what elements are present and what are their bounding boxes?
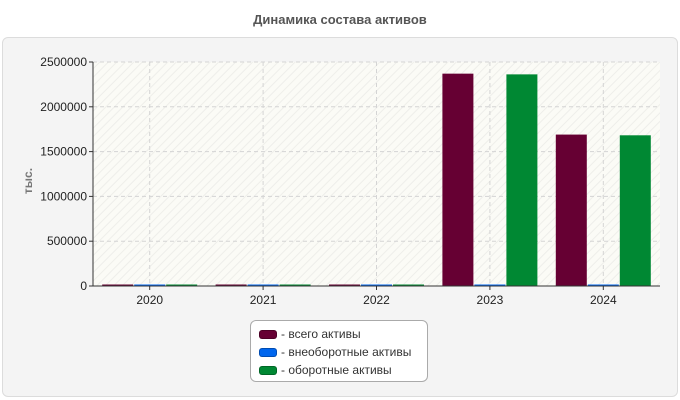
x-tick-label: 2022 <box>363 293 390 307</box>
y-tick-label: 0 <box>80 279 87 293</box>
bar <box>442 73 474 286</box>
y-axis-label: тыс. <box>21 167 35 195</box>
bar <box>102 284 134 286</box>
bar <box>393 284 424 286</box>
x-tick-label: 2024 <box>590 293 617 307</box>
legend-label: - внеоборотные активы <box>281 345 412 359</box>
bar <box>619 135 651 286</box>
legend-item: - оборотные активы <box>259 361 427 379</box>
bar <box>215 284 247 286</box>
bar <box>279 284 311 286</box>
legend-item: - всего активы <box>259 325 427 343</box>
axes: 0 500000 1000000 1500000 2000000 2500000 2020 2… <box>40 55 660 307</box>
bar <box>329 284 360 286</box>
bar <box>134 284 166 286</box>
legend-swatch <box>259 365 277 375</box>
y-tick-label: 500000 <box>47 234 87 248</box>
bar <box>166 284 198 286</box>
y-tick-label: 1000000 <box>40 189 87 203</box>
bar <box>587 284 619 286</box>
y-tick-label: 2500000 <box>40 55 87 69</box>
y-tick-label: 1500000 <box>40 145 87 159</box>
x-tick-label: 2023 <box>477 293 504 307</box>
bar <box>247 284 279 286</box>
legend-label: - оборотные активы <box>281 363 392 377</box>
legend: - всего активы - внеоборотные активы - о… <box>250 320 428 382</box>
legend-label: - всего активы <box>281 327 361 341</box>
legend-swatch <box>259 329 277 339</box>
x-tick-label: 2021 <box>250 293 277 307</box>
bar <box>506 74 538 286</box>
bar <box>555 134 587 286</box>
chart-title: Динамика состава активов <box>253 12 427 27</box>
y-tick-label: 2000000 <box>40 100 87 114</box>
bars <box>102 73 651 286</box>
x-tick-label: 2020 <box>136 293 163 307</box>
bar <box>361 284 392 286</box>
bar <box>474 284 506 286</box>
legend-item: - внеоборотные активы <box>259 343 427 361</box>
legend-swatch <box>259 347 277 357</box>
